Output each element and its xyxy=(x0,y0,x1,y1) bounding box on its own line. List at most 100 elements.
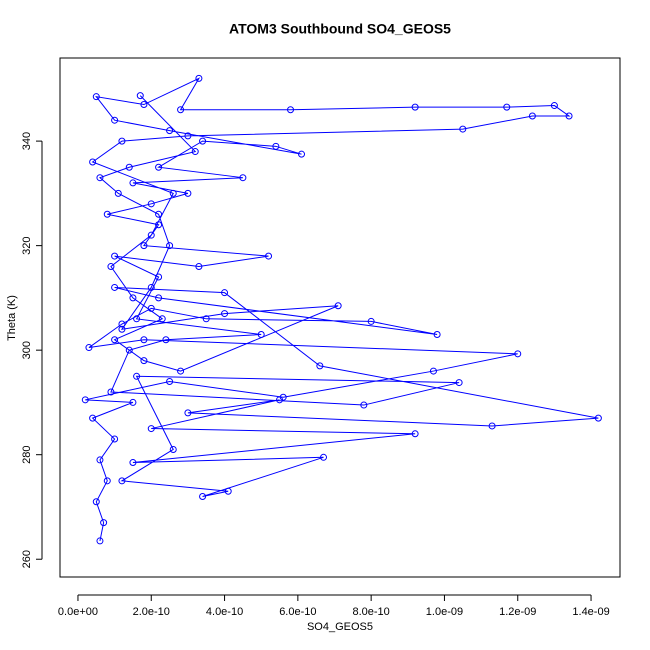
data-point xyxy=(162,336,170,344)
data-point xyxy=(169,189,177,197)
data-point xyxy=(155,210,163,218)
data-point xyxy=(125,346,133,354)
data-point xyxy=(155,221,163,229)
data-point xyxy=(184,189,192,197)
data-point xyxy=(136,92,144,100)
data-point xyxy=(272,142,280,150)
data-point xyxy=(360,401,368,409)
data-point xyxy=(429,367,437,375)
data-point xyxy=(316,362,324,370)
data-point xyxy=(147,231,155,239)
data-point xyxy=(92,498,100,506)
data-point xyxy=(514,350,522,358)
data-point xyxy=(111,252,119,260)
data-point xyxy=(118,137,126,145)
data-point xyxy=(528,112,536,120)
data-point xyxy=(140,101,148,109)
data-point xyxy=(129,294,137,302)
data-point xyxy=(147,283,155,291)
data-point xyxy=(455,379,463,387)
data-point xyxy=(221,289,229,297)
plot-frame xyxy=(59,57,621,578)
data-point xyxy=(199,493,207,501)
data-point xyxy=(334,302,342,310)
data-point xyxy=(129,179,137,187)
data-point xyxy=(221,310,229,318)
data-point xyxy=(158,315,166,323)
y-tick-label: 260 xyxy=(21,550,33,568)
data-point xyxy=(140,242,148,250)
data-point xyxy=(320,453,328,461)
data-point xyxy=(166,378,174,386)
data-point xyxy=(118,320,126,328)
data-point xyxy=(118,477,126,485)
data-point xyxy=(565,112,573,120)
data-point xyxy=(411,103,419,111)
x-axis-label: SO4_GEOS5 xyxy=(307,621,373,633)
data-point xyxy=(166,242,174,250)
data-point xyxy=(169,445,177,453)
data-point xyxy=(125,163,133,171)
data-point xyxy=(155,163,163,171)
data-point xyxy=(195,263,203,271)
data-point xyxy=(202,315,210,323)
data-point xyxy=(118,325,126,333)
data-point xyxy=(147,200,155,208)
data-point xyxy=(191,148,199,156)
data-point xyxy=(155,273,163,281)
data-point xyxy=(239,174,247,182)
data-point xyxy=(195,74,203,82)
y-tick-label: 340 xyxy=(21,132,33,150)
x-tick-label: 0.0e+00 xyxy=(58,606,98,618)
data-point xyxy=(459,125,467,133)
data-point xyxy=(411,430,419,438)
data-point xyxy=(103,477,111,485)
data-point xyxy=(166,127,174,135)
data-point xyxy=(81,396,89,404)
data-point xyxy=(155,294,163,302)
x-tick-label: 4.0e-10 xyxy=(206,606,243,618)
data-point xyxy=(199,137,207,145)
x-tick-label: 1.4e-09 xyxy=(572,606,609,618)
data-point xyxy=(224,487,232,495)
data-point xyxy=(140,336,148,344)
data-point xyxy=(594,414,602,422)
data-point xyxy=(96,537,104,545)
data-point xyxy=(85,344,93,352)
y-axis-label: Theta (K) xyxy=(6,295,18,341)
data-point xyxy=(133,315,141,323)
data-point xyxy=(433,330,441,338)
data-point xyxy=(107,388,115,396)
data-point xyxy=(103,210,111,218)
data-point xyxy=(184,409,192,417)
x-tick-label: 6.0e-10 xyxy=(279,606,316,618)
data-point xyxy=(177,106,185,114)
data-point xyxy=(367,317,375,325)
data-point xyxy=(96,456,104,464)
data-point xyxy=(111,336,119,344)
data-point xyxy=(111,283,119,291)
data-point xyxy=(89,414,97,422)
x-tick-label: 8.0e-10 xyxy=(352,606,389,618)
data-point xyxy=(111,435,119,443)
data-point xyxy=(129,398,137,406)
data-point xyxy=(298,150,306,158)
data-point xyxy=(503,103,511,111)
data-point xyxy=(140,357,148,365)
data-point xyxy=(92,93,100,101)
x-tick-label: 1.2e-09 xyxy=(499,606,536,618)
data-point xyxy=(129,459,137,467)
data-point xyxy=(96,174,104,182)
data-point xyxy=(550,102,558,110)
data-point xyxy=(147,425,155,433)
x-tick-label: 2.0e-10 xyxy=(133,606,170,618)
data-point xyxy=(111,116,119,124)
y-tick-label: 280 xyxy=(21,446,33,464)
data-point xyxy=(100,519,108,527)
data-point xyxy=(257,330,265,338)
chart-title: ATOM3 Southbound SO4_GEOS5 xyxy=(229,21,451,37)
data-point xyxy=(276,396,284,404)
